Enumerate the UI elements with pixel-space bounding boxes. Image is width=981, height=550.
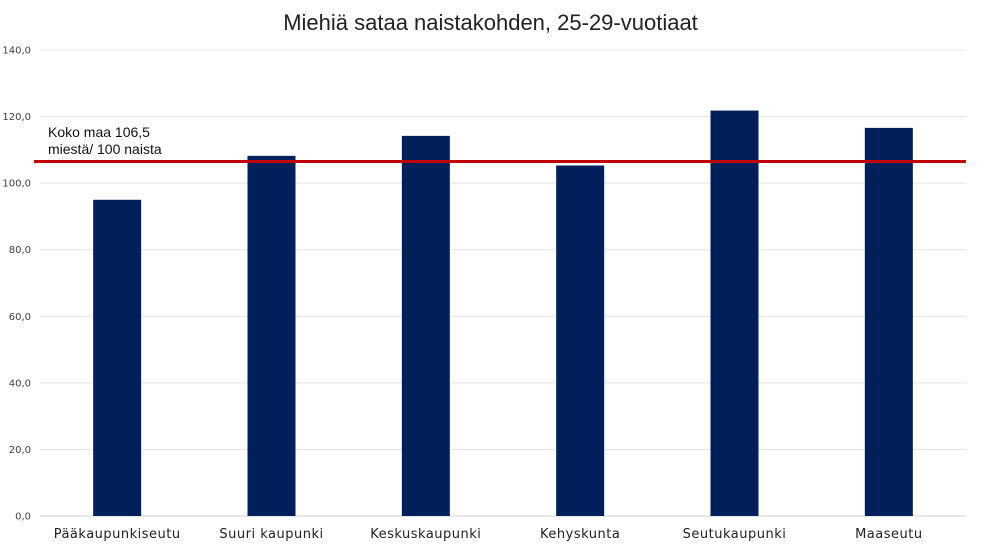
bar	[247, 155, 296, 516]
x-tick-label: Kehyskunta	[540, 527, 620, 542]
y-tick-label: 0,0	[15, 512, 31, 523]
bars	[93, 110, 913, 517]
y-tick-label: 60,0	[9, 312, 31, 323]
gridlines	[40, 49, 966, 517]
y-tick-label: 100,0	[2, 179, 31, 190]
reference-label-line-2: miestä/ 100 naista	[48, 141, 162, 157]
y-tick-label: 20,0	[9, 445, 31, 456]
x-tick-label: Seutukaupunki	[683, 527, 787, 542]
x-axis-labels: Pääkaupunkiseutu Suuri kaupunki Keskuskaup…	[54, 527, 923, 542]
y-tick-label: 80,0	[9, 245, 31, 256]
chart-title: Miehiä sataa naistakohden, 25-29-vuotiaa…	[283, 10, 698, 35]
x-tick-label: Maaseutu	[855, 527, 923, 542]
y-axis-ticks: 0,0 20,0 40,0 60,0 80,0 100,0 120,0 140,0	[2, 46, 31, 523]
x-tick-label: Suuri kaupunki	[219, 527, 323, 542]
x-tick-label: Keskuskaupunki	[370, 527, 481, 542]
bar	[710, 110, 759, 516]
x-tick-label: Pääkaupunkiseutu	[54, 527, 181, 542]
y-tick-label: 120,0	[2, 112, 31, 123]
bar	[93, 199, 142, 517]
bar	[401, 135, 450, 516]
y-tick-label: 140,0	[2, 46, 31, 57]
bar	[556, 165, 605, 516]
reference-label-line-1: Koko maa 106,5	[48, 124, 150, 140]
reference-line-label: Koko maa 106,5 miestä/ 100 naista	[48, 124, 162, 158]
bar	[864, 127, 913, 516]
y-tick-label: 40,0	[9, 378, 31, 389]
